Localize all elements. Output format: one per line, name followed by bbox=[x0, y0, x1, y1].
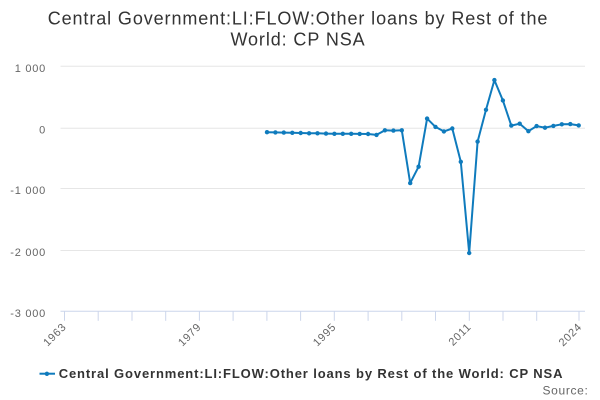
svg-text:-2 000: -2 000 bbox=[10, 247, 46, 259]
svg-text:0: 0 bbox=[39, 124, 46, 136]
svg-text:World: CP NSA: World: CP NSA bbox=[230, 30, 365, 50]
svg-text:Central Government:LI:FLOW:Oth: Central Government:LI:FLOW:Other loans b… bbox=[59, 366, 564, 381]
svg-text:-3 000: -3 000 bbox=[10, 308, 46, 320]
svg-text:Source:: Source: bbox=[542, 384, 588, 398]
svg-text:Central Government:LI:FLOW:Oth: Central Government:LI:FLOW:Other loans b… bbox=[48, 8, 549, 28]
svg-text:-1 000: -1 000 bbox=[10, 185, 46, 197]
svg-text:1 000: 1 000 bbox=[15, 63, 46, 75]
